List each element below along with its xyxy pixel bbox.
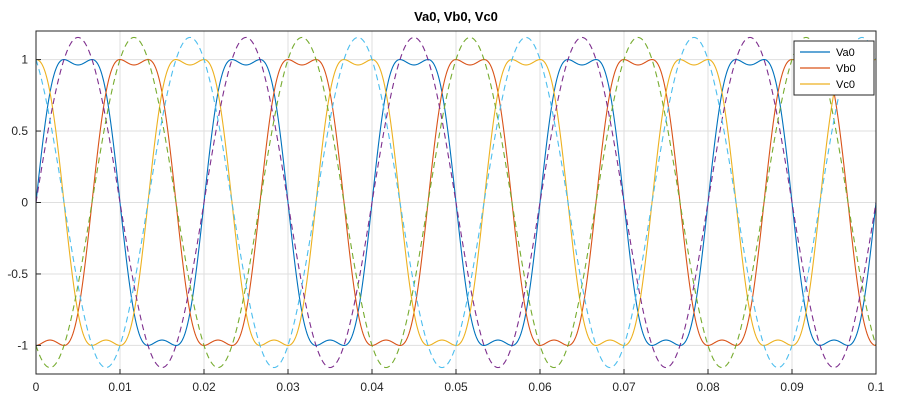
x-tick-label-6: 0.06 — [528, 380, 552, 394]
legend: Va0 Vb0 Vc0 — [793, 40, 875, 96]
series-line-dashed-5 — [36, 36, 876, 369]
legend-label-va0: Va0 — [836, 47, 855, 59]
x-tick-label-10: 0.1 — [868, 380, 885, 394]
x-axis: 0 0.01 0.02 0.03 0.04 0.05 0.06 0.07 0.08 0.09 0.1 — [33, 369, 885, 394]
series-layer — [36, 36, 876, 369]
x-tick-label-4: 0.04 — [360, 380, 384, 394]
series-line-dashed-4 — [36, 36, 876, 369]
y-tick-label-0: 1 — [21, 53, 28, 67]
y-tick-label-1: 0.5 — [11, 124, 28, 138]
x-tick-label-3: 0.03 — [276, 380, 300, 394]
y-tick-label-3: -0.5 — [7, 267, 28, 281]
x-tick-label-0: 0 — [33, 380, 40, 394]
chart-title: Va0, Vb0, Vc0 — [414, 9, 498, 24]
y-axis: 1 0.5 0 -0.5 -1 — [7, 53, 41, 352]
x-tick-label-9: 0.09 — [780, 380, 804, 394]
legend-label-vc0: Vc0 — [836, 79, 855, 91]
x-tick-label-5: 0.05 — [444, 380, 468, 394]
y-tick-label-4: -1 — [17, 338, 28, 352]
x-tick-label-2: 0.02 — [192, 380, 216, 394]
x-tick-label-7: 0.07 — [612, 380, 636, 394]
series-line-dashed-3 — [36, 36, 876, 369]
y-tick-label-2: 0 — [21, 196, 28, 210]
x-tick-label-1: 0.01 — [108, 380, 132, 394]
x-tick-label-8: 0.08 — [696, 380, 720, 394]
legend-label-vb0: Vb0 — [836, 63, 856, 75]
